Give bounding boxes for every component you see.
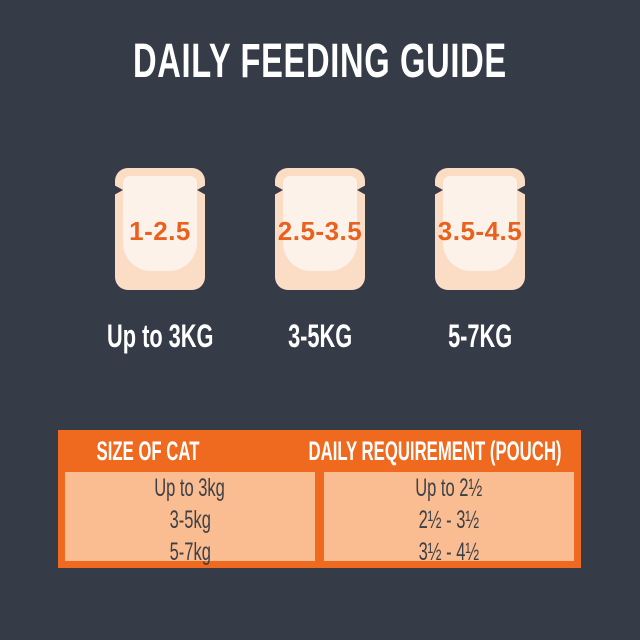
pouch-inner-panel	[283, 176, 357, 271]
pouch-amount-label: 3.5-4.5	[437, 215, 523, 246]
table-row-requirement: 3½ - 4½	[324, 538, 574, 570]
weight-label-text: 3-5KG	[287, 318, 353, 354]
pouch-row: 1-2.5 2.5-3.5 3.5-4.5	[80, 168, 560, 290]
requirement-value: Up to 2½	[415, 474, 483, 502]
table-row-size: 5-7kg	[65, 538, 315, 570]
size-value: Up to 3kg	[154, 474, 226, 502]
feeding-table: SIZE OF CAT DAILY REQUIREMENT (POUCH) Up…	[58, 430, 581, 568]
tear-notch-right-icon	[357, 185, 366, 195]
page-title-text: DAILY FEEDING GUIDE	[133, 35, 507, 88]
requirement-value: 2½ - 3½	[418, 506, 480, 534]
tear-notch-right-icon	[517, 185, 526, 195]
pouch-column-large: 3.5-4.5	[400, 168, 560, 290]
requirement-value: 3½ - 4½	[418, 538, 480, 566]
table-header-row: SIZE OF CAT DAILY REQUIREMENT (POUCH)	[65, 430, 574, 472]
tear-notch-left-icon	[434, 185, 443, 195]
pouch-inner-panel	[123, 176, 197, 271]
table-cell-cat-sizes: Up to 3kg 3-5kg 5-7kg	[65, 472, 315, 566]
table-row-size: 3-5kg	[65, 506, 315, 538]
weight-label-row: Up to 3KG 3-5KG 5-7KG	[80, 318, 560, 355]
table-header-text: SIZE OF CAT	[96, 435, 200, 466]
size-value: 3-5kg	[169, 506, 211, 534]
size-value: 5-7kg	[169, 538, 211, 566]
table-body: Up to 3kg 3-5kg 5-7kg Up to 2½ 2½ - 3½ 3…	[65, 472, 574, 566]
weight-label-small: Up to 3KG	[80, 318, 240, 355]
tear-notch-right-icon	[197, 185, 206, 195]
table-header-daily-requirement: DAILY REQUIREMENT (POUCH)	[231, 436, 639, 467]
table-row-requirement: Up to 2½	[324, 474, 574, 506]
table-row-size: Up to 3kg	[65, 474, 315, 506]
weight-label-text: 5-7KG	[447, 318, 513, 354]
table-header-text: DAILY REQUIREMENT (POUCH)	[308, 435, 562, 466]
pouch-amount-label: 2.5-3.5	[277, 215, 363, 246]
pouch-column-medium: 2.5-3.5	[240, 168, 400, 290]
table-row-requirement: 2½ - 3½	[324, 506, 574, 538]
pouch-inner-panel	[443, 176, 517, 271]
tear-notch-left-icon	[114, 185, 123, 195]
table-cell-daily-requirements: Up to 2½ 2½ - 3½ 3½ - 4½	[324, 472, 574, 566]
tear-notch-left-icon	[274, 185, 283, 195]
page-title: DAILY FEEDING GUIDE	[0, 34, 640, 89]
table-header-size-of-cat: SIZE OF CAT	[65, 436, 231, 467]
pouch-illustration: 1-2.5	[114, 168, 206, 290]
pouch-amount-label: 1-2.5	[129, 215, 191, 246]
weight-label-large: 5-7KG	[400, 318, 560, 355]
weight-label-medium: 3-5KG	[240, 318, 400, 355]
pouch-illustration: 2.5-3.5	[274, 168, 366, 290]
pouch-illustration: 3.5-4.5	[434, 168, 526, 290]
pouch-column-small: 1-2.5	[80, 168, 240, 290]
weight-label-text: Up to 3KG	[106, 318, 214, 354]
